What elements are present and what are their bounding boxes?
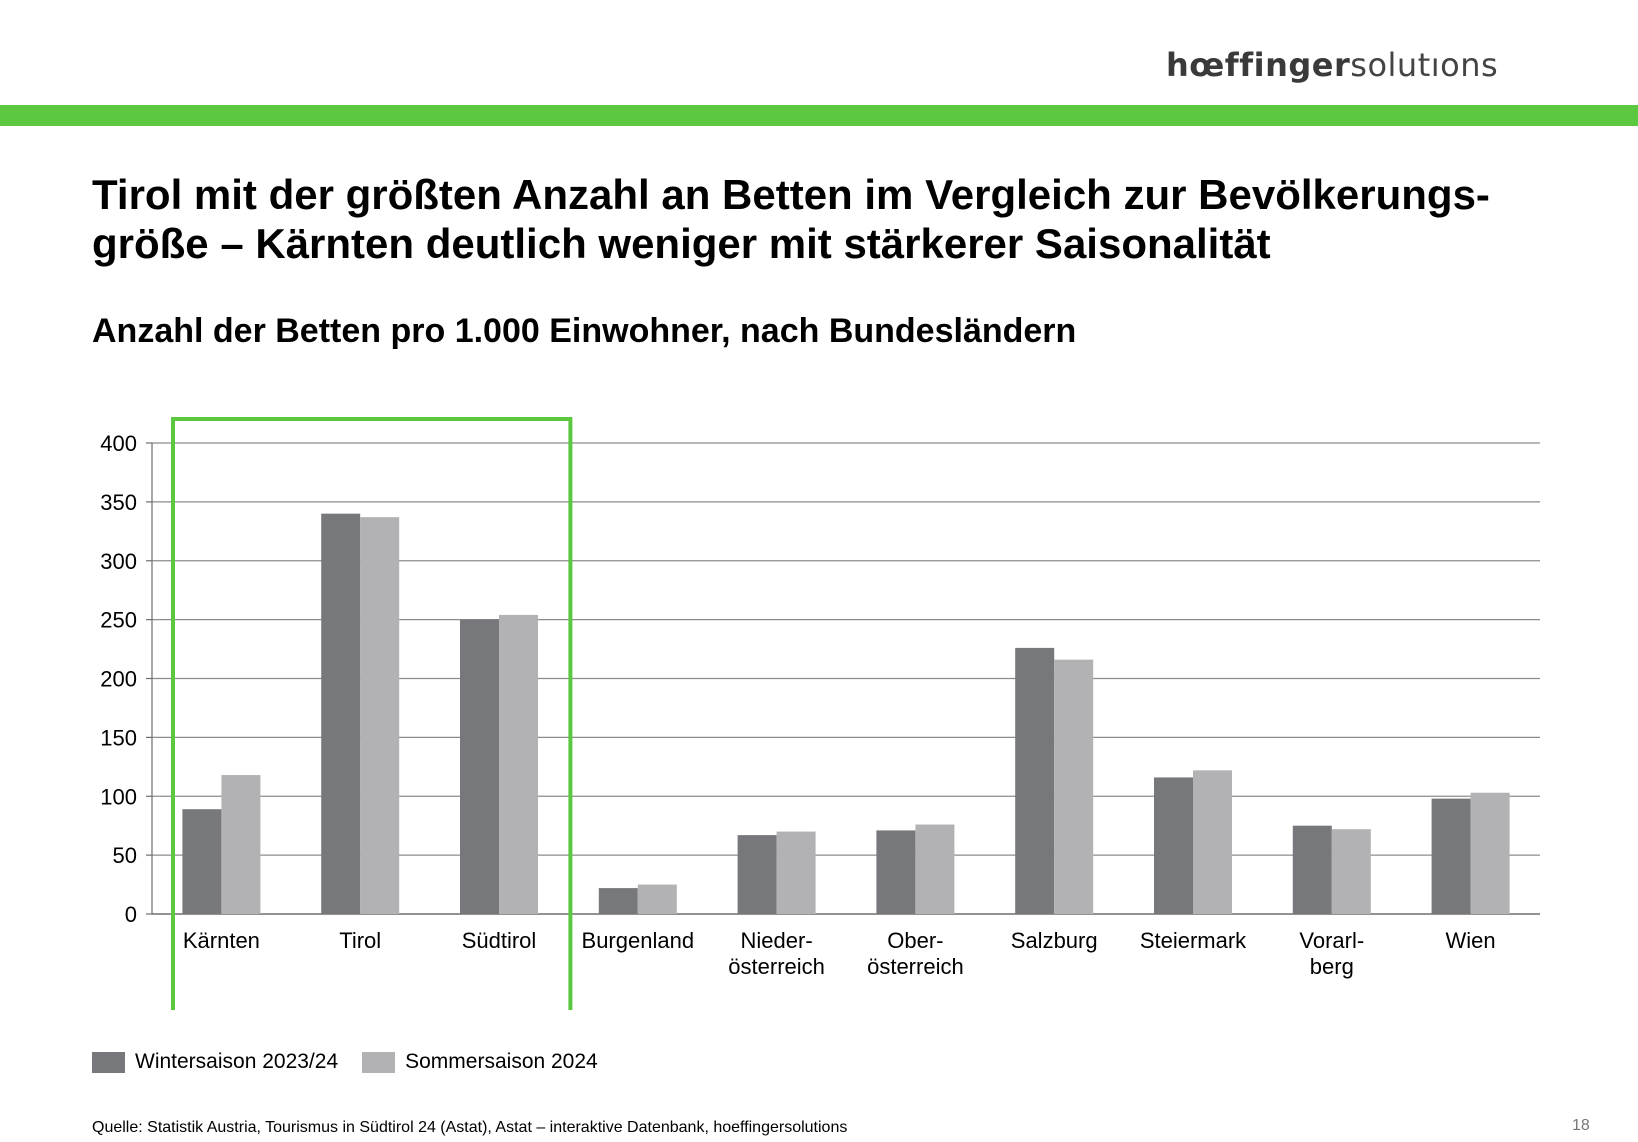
- page-number: 18: [1572, 1117, 1590, 1134]
- bar-summer: [1331, 829, 1371, 914]
- x-tick-label: Burgenland: [582, 928, 695, 953]
- bar-winter: [460, 619, 499, 914]
- y-tick-label: 200: [100, 667, 137, 692]
- bar-winter: [321, 513, 361, 914]
- bar-summer: [637, 884, 677, 914]
- x-tick-label: Salzburg: [1011, 928, 1098, 953]
- bar-winter: [1154, 777, 1193, 914]
- bar-chart: 0 50 100 150 200 250 300 350 400 Kärnten Tirol Südt…: [100, 417, 1540, 1010]
- brand-logo: hœffingersolutıons: [1166, 46, 1546, 90]
- chart-subtitle: Anzahl der Betten pro 1.000 Einwohner, n…: [92, 312, 1077, 350]
- bar-winter: [1431, 798, 1471, 914]
- bar-winter: [876, 830, 916, 914]
- header-accent-bar: [0, 105, 1638, 126]
- y-tick-label: 300: [100, 549, 137, 574]
- x-tick-label: Tirol: [339, 928, 381, 953]
- x-tick-label: Ober-österreich: [867, 928, 964, 979]
- legend-item-winter: Wintersaison 2023/24: [92, 1050, 338, 1074]
- bar-summer: [360, 517, 400, 914]
- x-tick-label: Nieder-österreich: [728, 928, 825, 979]
- slide-headline: Tirol mit der größten Anzahl an Betten i…: [92, 171, 1490, 267]
- legend-label-summer: Sommersaison 2024: [405, 1050, 598, 1073]
- chart-legend: Wintersaison 2023/24 Sommersaison 2024: [92, 1050, 622, 1074]
- highlight-box: [171, 417, 573, 1010]
- legend-swatch-winter: [92, 1051, 125, 1073]
- x-tick-label: Vorarl-berg: [1299, 928, 1364, 979]
- y-tick-label: 0: [125, 902, 137, 927]
- legend-item-summer: Sommersaison 2024: [362, 1050, 598, 1074]
- logo-part-light: solutıons: [1350, 46, 1499, 84]
- bar-summer: [1054, 659, 1094, 914]
- x-tick-label: Wien: [1446, 928, 1496, 953]
- bar-winter: [737, 835, 777, 914]
- y-tick-label: 50: [113, 843, 137, 868]
- legend-label-winter: Wintersaison 2023/24: [135, 1050, 339, 1073]
- bar-winter: [182, 809, 222, 914]
- bar-summer: [1193, 770, 1232, 914]
- bar-summer: [1470, 792, 1510, 914]
- x-tick-label: Südtirol: [462, 928, 537, 953]
- bar-winter: [1292, 825, 1332, 914]
- bar-summer: [499, 614, 538, 914]
- y-tick-label: 250: [100, 608, 137, 633]
- bar-summer: [221, 775, 261, 914]
- x-tick-label: Steiermark: [1140, 928, 1247, 953]
- bar-winter: [1015, 647, 1055, 914]
- x-tick-label: Kärnten: [183, 928, 260, 953]
- y-tick-label: 350: [100, 490, 137, 515]
- bar-summer: [776, 831, 816, 914]
- logo-part-bold: hœffinger: [1166, 46, 1351, 84]
- bar-winter: [598, 888, 638, 914]
- y-tick-label: 400: [100, 431, 137, 456]
- legend-swatch-summer: [362, 1051, 396, 1073]
- bar-summer: [915, 824, 955, 914]
- y-tick-label: 150: [100, 725, 137, 750]
- y-tick-label: 100: [100, 784, 137, 809]
- source-note: Quelle: Statistik Austria, Tourismus in …: [92, 1119, 848, 1136]
